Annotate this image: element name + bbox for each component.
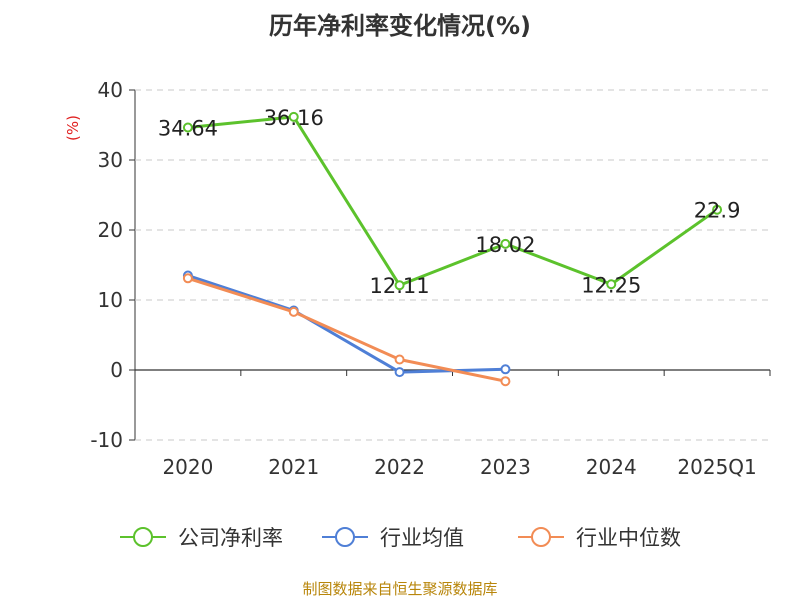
legend-label: 行业均值	[380, 526, 464, 550]
y-tick-label: 20	[98, 218, 123, 242]
chart-title: 历年净利率变化情况(%)	[269, 12, 531, 40]
data-point	[182, 122, 193, 133]
data-point	[394, 280, 405, 291]
series-line-2	[187, 276, 506, 383]
y-tick-label: 10	[98, 288, 123, 312]
data-label: 22.9	[694, 199, 741, 223]
y-axis-label: (%)	[64, 115, 82, 141]
data-label: 36.16	[264, 106, 324, 130]
data-label: 12.25	[581, 273, 641, 297]
data-point	[182, 273, 193, 284]
legend-marker	[531, 527, 551, 547]
data-label: 12.11	[370, 274, 430, 298]
data-point	[500, 238, 511, 249]
x-tick-label: 2024	[586, 455, 637, 479]
y-tick-label: 0	[110, 358, 123, 382]
data-point	[288, 111, 299, 122]
series-line-0	[187, 115, 718, 287]
y-tick-label: -10	[90, 428, 123, 452]
legend-label: 公司净利率	[178, 526, 283, 550]
x-tick-label: 2023	[480, 455, 531, 479]
data-point	[500, 376, 511, 387]
x-tick-label: 2025Q1	[677, 455, 756, 479]
y-tick-label: 30	[98, 148, 123, 172]
data-point	[606, 279, 617, 290]
data-source-note: 制图数据来自恒生聚源数据库	[302, 580, 498, 598]
data-point	[712, 204, 723, 215]
x-tick-label: 2022	[374, 455, 425, 479]
data-point	[394, 367, 405, 378]
legend-label: 行业中位数	[576, 526, 681, 550]
data-label: 18.02	[475, 233, 535, 257]
y-tick-label: 40	[98, 78, 123, 102]
data-label: 34.64	[158, 117, 218, 141]
data-point	[288, 306, 299, 317]
x-tick-label: 2021	[268, 455, 319, 479]
data-point	[394, 354, 405, 365]
legend-marker	[335, 527, 355, 547]
x-tick-label: 2020	[162, 455, 213, 479]
legend-marker	[133, 527, 153, 547]
data-point	[500, 364, 511, 375]
series-line-1	[187, 274, 506, 374]
